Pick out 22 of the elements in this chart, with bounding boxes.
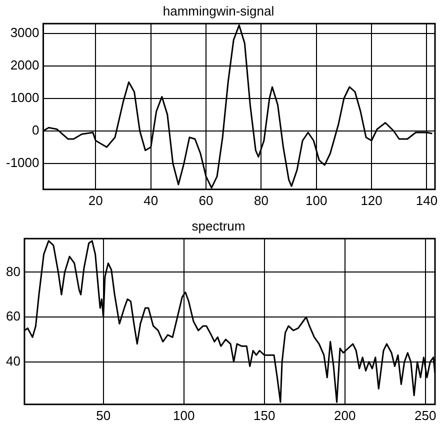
chart-title: hammingwin-signal (162, 3, 274, 18)
x-tick-label: 140 (416, 192, 438, 208)
x-tick-label: 120 (360, 192, 382, 208)
y-tick-label: 2000 (10, 57, 40, 72)
x-tick-label: 20 (88, 192, 103, 208)
y-tick-label: -1000 (6, 154, 40, 170)
x-tick-label: 150 (253, 408, 276, 423)
y-tick-label: 0 (32, 122, 40, 138)
x-tick-label: 100 (306, 192, 328, 208)
y-tick-label: 80 (6, 264, 20, 279)
x-tick-label: 50 (96, 408, 111, 423)
y-tick-label: 3000 (10, 24, 40, 40)
y-tick-label: 1000 (10, 90, 40, 105)
chart-title: spectrum (192, 218, 246, 234)
x-tick-label: 60 (198, 192, 214, 208)
y-tick-label: 60 (6, 308, 20, 324)
x-tick-label: 200 (334, 408, 356, 423)
x-tick-label: 250 (414, 408, 436, 423)
x-tick-label: 80 (254, 192, 268, 208)
x-tick-label: 100 (172, 408, 195, 423)
y-tick-label: 40 (6, 353, 20, 368)
x-tick-label: 40 (144, 192, 158, 208)
